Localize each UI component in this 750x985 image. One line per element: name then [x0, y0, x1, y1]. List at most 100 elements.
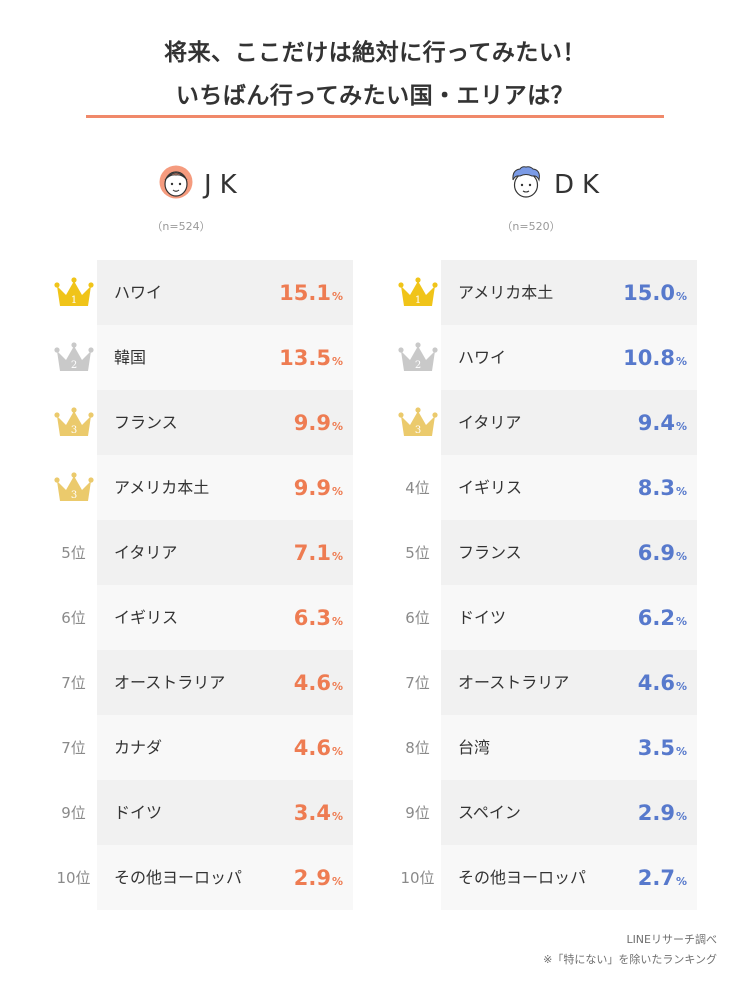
ranking-cell: その他ヨーロッパ 2.9%	[97, 845, 353, 910]
percent-unit: %	[675, 420, 687, 433]
title-divider	[86, 115, 664, 118]
percent-unit: %	[675, 810, 687, 823]
percent-unit: %	[331, 420, 343, 433]
crown-rank-number: 3	[70, 490, 76, 501]
rank-label: 7位	[61, 674, 86, 692]
destination-label: ドイツ	[114, 803, 163, 822]
ranking-cell: 台湾 3.5%	[441, 715, 697, 780]
rank-label: 6位	[405, 609, 430, 627]
ranking-cell: カナダ 4.6%	[97, 715, 353, 780]
destination-label: イギリス	[458, 478, 523, 497]
percent-unit: %	[331, 680, 343, 693]
ranking-cell: ドイツ 6.2%	[441, 585, 697, 650]
value-number: 10.8	[623, 346, 675, 370]
rank-cell: 6位	[50, 585, 97, 650]
rank-cell: 9位	[50, 780, 97, 845]
value-number: 9.9	[293, 411, 331, 435]
ranking-cell: スペイン 2.9%	[441, 780, 697, 845]
rank-label: 6位	[61, 609, 86, 627]
value-number: 4.6	[293, 671, 331, 695]
jk-group-label: JK	[204, 170, 245, 200]
value-number: 4.6	[637, 671, 675, 695]
ranking-row: 1 アメリカ本土 15.0%	[394, 260, 744, 325]
ranking-cell: イタリア 7.1%	[97, 520, 353, 585]
value-number: 2.9	[293, 866, 331, 890]
rank-label: 9位	[61, 804, 86, 822]
percentage-value: 3.5%	[638, 715, 687, 780]
dk-sample-size: （n=520）	[501, 220, 561, 233]
percentage-value: 15.1%	[279, 260, 343, 325]
ranking-row: 7位 オーストラリア 4.6%	[394, 650, 744, 715]
exclusion-note: ※「特にない」を除いたランキング	[543, 953, 717, 966]
rank-label: 5位	[405, 544, 430, 562]
gold-crown-icon: 1	[397, 276, 438, 306]
value-number: 6.9	[637, 541, 675, 565]
rank-label: 10位	[400, 869, 435, 887]
rank-label: 7位	[405, 674, 430, 692]
jk-sample-size: （n=524）	[151, 220, 211, 233]
boy-avatar-icon	[512, 166, 540, 198]
percent-unit: %	[675, 680, 687, 693]
source-note: LINEリサーチ調べ	[626, 933, 717, 946]
percentage-value: 2.9%	[638, 780, 687, 845]
percentage-value: 7.1%	[294, 520, 343, 585]
ranking-row: 7位 カナダ 4.6%	[50, 715, 400, 780]
destination-label: 韓国	[114, 348, 147, 367]
ranking-row: 4位 イギリス 8.3%	[394, 455, 744, 520]
ranking-cell: イタリア 9.4%	[441, 390, 697, 455]
ranking-cell: ドイツ 3.4%	[97, 780, 353, 845]
percent-unit: %	[675, 550, 687, 563]
value-number: 9.4	[637, 411, 675, 435]
percentage-value: 13.5%	[279, 325, 343, 390]
girl-avatar-icon	[159, 165, 193, 199]
rank-cell: 6位	[394, 585, 441, 650]
value-number: 15.1	[279, 281, 331, 305]
rank-cell: 9位	[394, 780, 441, 845]
value-number: 13.5	[279, 346, 331, 370]
ranking-cell: オーストラリア 4.6%	[97, 650, 353, 715]
ranking-cell: オーストラリア 4.6%	[441, 650, 697, 715]
destination-label: オーストラリア	[114, 673, 226, 692]
ranking-row: 10位 その他ヨーロッパ 2.9%	[50, 845, 400, 910]
percent-unit: %	[331, 875, 343, 888]
bronze-crown-icon: 3	[53, 471, 94, 501]
page-title: 将来、ここだけは絶対に行ってみたい！	[164, 40, 586, 66]
value-number: 3.4	[293, 801, 331, 825]
rank-label: 8位	[405, 739, 430, 757]
rank-label: 10位	[56, 869, 91, 887]
percentage-value: 2.9%	[294, 845, 343, 910]
destination-label: スペイン	[458, 803, 521, 822]
percentage-value: 9.9%	[294, 390, 343, 455]
crown-rank-number: 1	[414, 295, 420, 306]
crown-rank-number: 3	[414, 425, 420, 436]
ranking-row: 3 アメリカ本土 9.9%	[50, 455, 400, 520]
ranking-cell: その他ヨーロッパ 2.7%	[441, 845, 697, 910]
page-subtitle: いちばん行ってみたい国・エリアは？	[175, 83, 575, 109]
silver-crown-icon: 2	[397, 341, 438, 371]
ranking-row: 1 ハワイ 15.1%	[50, 260, 400, 325]
destination-label: ハワイ	[458, 348, 507, 367]
ranking-cell: アメリカ本土 9.9%	[97, 455, 353, 520]
value-number: 4.6	[293, 736, 331, 760]
ranking-row: 6位 ドイツ 6.2%	[394, 585, 744, 650]
rank-cell: 5位	[394, 520, 441, 585]
bronze-crown-icon: 3	[53, 406, 94, 436]
value-number: 2.7	[637, 866, 675, 890]
percentage-value: 9.9%	[294, 455, 343, 520]
percentage-value: 9.4%	[638, 390, 687, 455]
jk-header: JK （n=524）	[151, 160, 358, 233]
percent-unit: %	[331, 290, 343, 303]
destination-label: ドイツ	[458, 608, 507, 627]
value-number: 15.0	[623, 281, 675, 305]
rank-cell: 10位	[50, 845, 97, 910]
value-number: 7.1	[293, 541, 331, 565]
ranking-cell: フランス 9.9%	[97, 390, 353, 455]
ranking-row: 10位 その他ヨーロッパ 2.7%	[394, 845, 744, 910]
percent-unit: %	[331, 550, 343, 563]
destination-label: イタリア	[458, 413, 522, 432]
ranking-row: 5位 フランス 6.9%	[394, 520, 744, 585]
percent-unit: %	[331, 615, 343, 628]
crown-rank-number: 2	[70, 360, 76, 371]
ranking-cell: イギリス 6.3%	[97, 585, 353, 650]
percent-unit: %	[331, 485, 343, 498]
